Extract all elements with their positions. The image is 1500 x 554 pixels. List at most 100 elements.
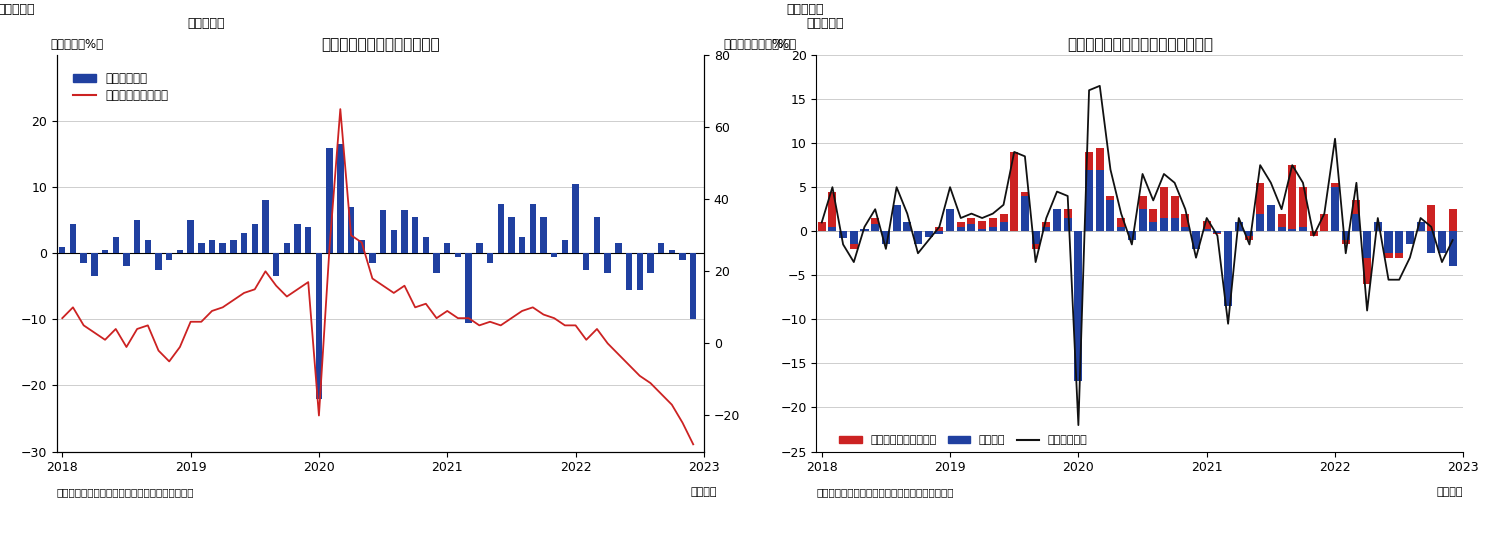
Bar: [1149, 209, 1156, 231]
Bar: [882, 231, 890, 235]
Bar: [604, 253, 610, 273]
Bar: [315, 253, 322, 399]
住宅許可件数: [974, 215, 992, 222]
Bar: [999, 214, 1008, 231]
Bar: [1203, 229, 1210, 231]
Bar: [1084, 152, 1094, 231]
Bar: [658, 243, 664, 253]
Bar: [646, 253, 654, 273]
Bar: [540, 217, 546, 253]
Bar: [871, 218, 879, 231]
Bar: [978, 229, 986, 231]
Bar: [530, 204, 536, 253]
Bar: [1268, 209, 1275, 231]
Bar: [465, 253, 472, 322]
Bar: [1353, 214, 1360, 231]
Bar: [1074, 231, 1083, 381]
住宅許可件数: [1026, 259, 1044, 265]
Bar: [1288, 229, 1296, 231]
Bar: [946, 209, 954, 231]
Bar: [1395, 231, 1402, 258]
Bar: [1042, 227, 1050, 231]
Bar: [914, 231, 922, 244]
Bar: [988, 227, 998, 231]
住宅許可件数: [1230, 215, 1248, 222]
Bar: [828, 192, 837, 231]
Bar: [433, 253, 439, 273]
Bar: [1022, 196, 1029, 231]
Bar: [1096, 147, 1104, 231]
Bar: [828, 227, 837, 231]
住宅許可件数: [920, 237, 938, 243]
Text: （資料）センサス局よりニッセイ基礎研究所作成: （資料）センサス局よりニッセイ基礎研究所作成: [57, 487, 195, 497]
Bar: [914, 231, 922, 240]
Bar: [390, 230, 398, 253]
Bar: [1214, 231, 1221, 233]
Bar: [957, 222, 964, 231]
Title: 住宅着工許可件数前月比（寄与度）: 住宅着工許可件数前月比（寄与度）: [1066, 38, 1214, 53]
Bar: [1449, 231, 1456, 266]
Bar: [488, 253, 494, 263]
Bar: [188, 220, 194, 253]
Bar: [861, 229, 868, 231]
Bar: [454, 253, 460, 257]
Bar: [1374, 227, 1382, 231]
Text: （月次）: （月次）: [690, 487, 717, 497]
Bar: [1149, 222, 1156, 231]
Bar: [1064, 209, 1071, 231]
Bar: [177, 250, 183, 253]
Bar: [573, 184, 579, 253]
Bar: [1299, 187, 1306, 231]
Bar: [134, 220, 141, 253]
Bar: [903, 222, 912, 231]
住宅許可件数: [1070, 422, 1088, 428]
Bar: [1064, 218, 1071, 231]
Bar: [1074, 231, 1083, 275]
Bar: [1256, 214, 1264, 231]
Bar: [1192, 231, 1200, 240]
Bar: [850, 231, 858, 249]
Text: （図表５）: （図表５）: [188, 17, 225, 29]
Bar: [1330, 187, 1340, 231]
Text: （月次）: （月次）: [1437, 487, 1464, 497]
Bar: [1032, 231, 1040, 244]
Bar: [850, 231, 858, 244]
Bar: [968, 218, 975, 231]
Bar: [550, 253, 558, 257]
Text: （前年同月比、%）: （前年同月比、%）: [723, 38, 790, 51]
Bar: [1364, 231, 1371, 258]
Bar: [1364, 231, 1371, 284]
Bar: [1042, 222, 1050, 231]
Bar: [1416, 222, 1425, 231]
Bar: [58, 247, 66, 253]
Bar: [988, 218, 998, 231]
Legend: 集合住宅（二戸以上）, 一戸建て, 住宅許可件数: 集合住宅（二戸以上）, 一戸建て, 住宅許可件数: [836, 431, 1092, 450]
Bar: [1192, 231, 1200, 249]
Bar: [1278, 227, 1286, 231]
Bar: [1214, 231, 1221, 234]
Text: （図表６）: （図表６）: [807, 17, 844, 29]
Bar: [584, 253, 590, 270]
Bar: [327, 147, 333, 253]
Bar: [818, 222, 825, 231]
Bar: [924, 231, 933, 234]
Bar: [1182, 227, 1190, 231]
Bar: [594, 217, 600, 253]
Bar: [1224, 231, 1232, 306]
Bar: [413, 217, 419, 253]
Bar: [498, 204, 504, 253]
Text: （図表６）: （図表６）: [786, 3, 824, 16]
Bar: [1138, 209, 1146, 231]
Bar: [1022, 192, 1029, 231]
Bar: [892, 205, 900, 231]
Bar: [369, 253, 375, 263]
Bar: [999, 222, 1008, 231]
Bar: [1245, 231, 1254, 240]
Bar: [1118, 227, 1125, 231]
Bar: [1384, 231, 1392, 258]
Bar: [1203, 220, 1210, 231]
Bar: [936, 227, 944, 231]
Bar: [1406, 231, 1414, 244]
Bar: [380, 211, 387, 253]
Bar: [903, 222, 912, 231]
